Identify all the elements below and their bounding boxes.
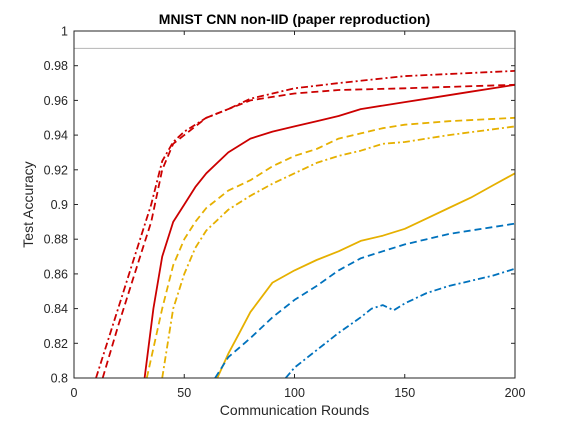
axes-background bbox=[74, 31, 515, 378]
y-tick-label: 0.82 bbox=[44, 337, 68, 351]
y-tick-label: 1 bbox=[61, 25, 68, 39]
series-layer bbox=[95, 70, 515, 378]
chart-title: MNIST CNN non-IID (paper reproduction) bbox=[159, 11, 430, 27]
y-tick-label: 0.92 bbox=[44, 163, 68, 177]
y-tick-label: 0.96 bbox=[44, 94, 68, 108]
tick-layer: 0 50 100 150 200 0.8 0.82 0.84 0.86 0.88 0.9 0.92 0.… bbox=[44, 25, 526, 401]
x-tick-label: 50 bbox=[177, 386, 191, 400]
series-line-red-solid bbox=[143, 83, 515, 378]
y-tick-label: 0.98 bbox=[44, 59, 68, 73]
y-tick-label: 0.8 bbox=[51, 372, 68, 386]
y-tick-label: 0.9 bbox=[51, 198, 68, 212]
series-line-red-dashed bbox=[101, 83, 515, 378]
series-line-blue-dashed bbox=[214, 222, 515, 378]
y-tick-label: 0.88 bbox=[44, 233, 68, 247]
series-line-yellow-dashed bbox=[145, 116, 515, 378]
x-axis-label: Communication Rounds bbox=[220, 402, 369, 418]
plot-area: 0 50 100 150 200 0.8 0.82 0.84 0.86 0.88 0.9 0.92 0.… bbox=[44, 25, 526, 401]
y-tick-label: 0.84 bbox=[44, 302, 68, 316]
x-tick-label: 100 bbox=[284, 386, 305, 400]
y-tick-label: 0.94 bbox=[44, 129, 68, 143]
y-tick-label: 0.86 bbox=[44, 267, 68, 281]
y-axis-label: Test Accuracy bbox=[20, 161, 36, 247]
x-tick-label: 0 bbox=[71, 386, 78, 400]
series-line-yellow-solid bbox=[216, 172, 515, 378]
x-tick-label: 200 bbox=[505, 386, 526, 400]
series-line-blue-dashdot bbox=[285, 267, 515, 378]
x-tick-label: 150 bbox=[394, 386, 415, 400]
series-line-yellow-dashdot bbox=[161, 125, 515, 378]
